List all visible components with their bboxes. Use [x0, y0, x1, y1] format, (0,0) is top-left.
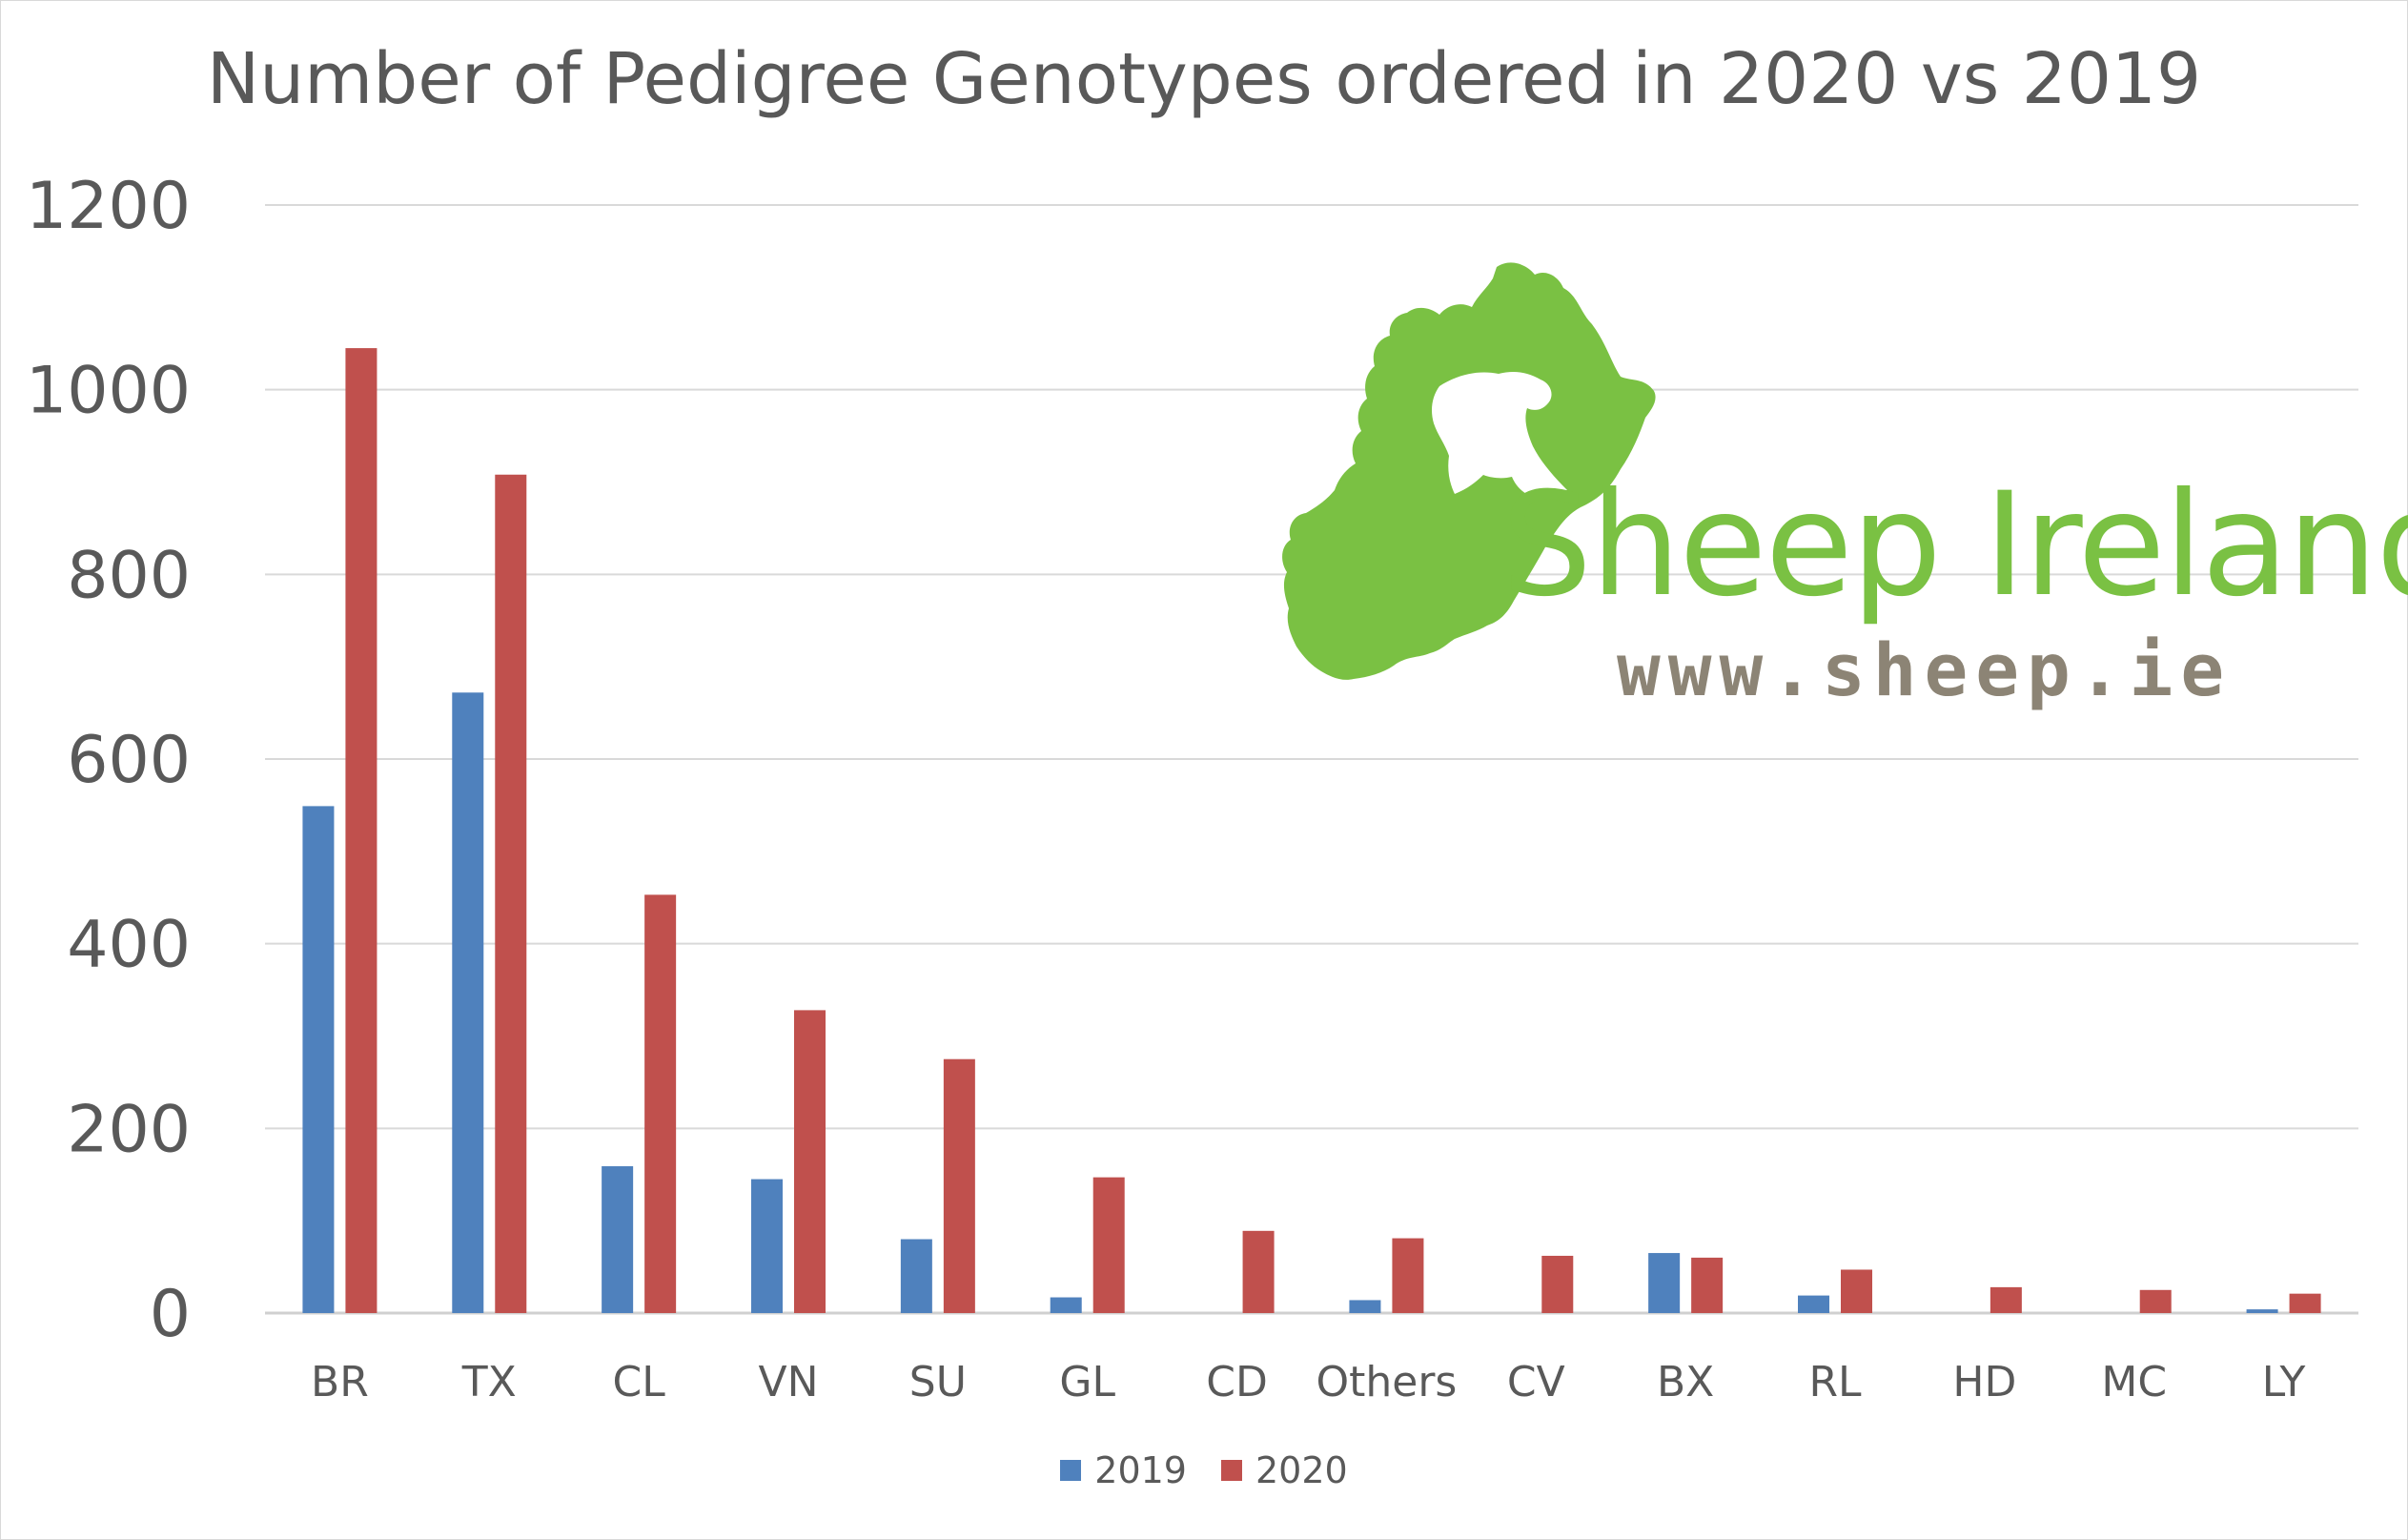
bar-2019-BX	[1648, 1253, 1681, 1313]
y-tick-label: 800	[67, 538, 191, 613]
bar-2020-CD	[1242, 1230, 1275, 1313]
bar-2019-VN	[751, 1179, 783, 1313]
x-tick-label: RL	[1808, 1358, 1862, 1407]
y-tick-label: 600	[67, 723, 191, 798]
x-tick-label: BX	[1657, 1358, 1714, 1407]
logo-wordmark: Sheep Ireland	[1501, 462, 2408, 628]
bar-2019-GL	[1050, 1297, 1082, 1313]
bar-2020-Others	[1392, 1238, 1424, 1313]
bar-2020-MC	[2139, 1289, 2172, 1313]
ireland-map-sheep-icon	[1282, 262, 1656, 680]
bar-2020-RL	[1841, 1269, 1872, 1313]
bar-2020-CV	[1541, 1255, 1574, 1313]
legend-item-2019: 2019	[1060, 1449, 1187, 1491]
bar-2020-SU	[943, 1058, 975, 1313]
bar-2020-BX	[1691, 1257, 1724, 1313]
y-tick-label: 200	[67, 1092, 191, 1167]
x-tick-label: Others	[1316, 1358, 1457, 1407]
chart-title: Number of Pedigree Genotypes ordered in …	[206, 38, 2202, 120]
bar-2019-CL	[602, 1166, 634, 1313]
bar-2020-LY	[2289, 1293, 2321, 1313]
x-tick-label: LY	[2262, 1358, 2306, 1407]
y-tick-label: 1000	[26, 354, 191, 429]
bar-2019-BR	[302, 806, 335, 1313]
x-tick-label: TX	[461, 1358, 517, 1407]
bar-2019-Others	[1349, 1300, 1381, 1313]
y-tick-label: 0	[150, 1277, 191, 1352]
bar-2019-SU	[900, 1239, 932, 1313]
x-tick-label: MC	[2101, 1358, 2167, 1407]
x-tick-label: GL	[1059, 1358, 1115, 1407]
legend-label-2019: 2019	[1094, 1449, 1187, 1491]
legend-swatch-2020	[1221, 1460, 1242, 1481]
sheep-ireland-logo: Sheep Ireland www.sheep.ie	[1277, 257, 2408, 712]
legend-swatch-2019	[1060, 1460, 1082, 1481]
legend: 2019 2020	[0, 1449, 2408, 1491]
x-axis-ticks: BR TX CL VN SU GL CD Others CV BX RL HD MC LY	[311, 1358, 2305, 1407]
x-tick-label: SU	[909, 1358, 967, 1407]
x-tick-label: VN	[758, 1358, 818, 1407]
x-tick-label: BR	[311, 1358, 369, 1407]
bar-2020-BR	[345, 348, 378, 1313]
x-tick-label: CL	[613, 1358, 666, 1407]
bars	[302, 348, 2321, 1314]
y-axis-ticks: 0 200 400 600 800 1000 1200	[26, 169, 191, 1352]
bar-2019-LY	[2246, 1309, 2278, 1313]
bar-2019-TX	[452, 692, 484, 1313]
bar-2020-VN	[794, 1010, 826, 1313]
y-tick-label: 1200	[26, 169, 191, 244]
legend-item-2020: 2020	[1221, 1449, 1348, 1491]
y-tick-label: 400	[67, 908, 191, 983]
x-tick-label: CV	[1507, 1358, 1565, 1407]
bar-2020-TX	[495, 474, 527, 1314]
bar-2020-CL	[644, 894, 677, 1313]
bar-2020-GL	[1092, 1177, 1125, 1313]
x-tick-label: HD	[1952, 1358, 2016, 1407]
legend-label-2020: 2020	[1255, 1449, 1348, 1491]
bar-2020-HD	[1990, 1286, 2022, 1313]
bar-2019-RL	[1798, 1295, 1829, 1313]
logo-url: www.sheep.ie	[1617, 627, 2233, 712]
gridlines	[265, 204, 2358, 1315]
x-tick-label: CD	[1206, 1358, 1268, 1407]
